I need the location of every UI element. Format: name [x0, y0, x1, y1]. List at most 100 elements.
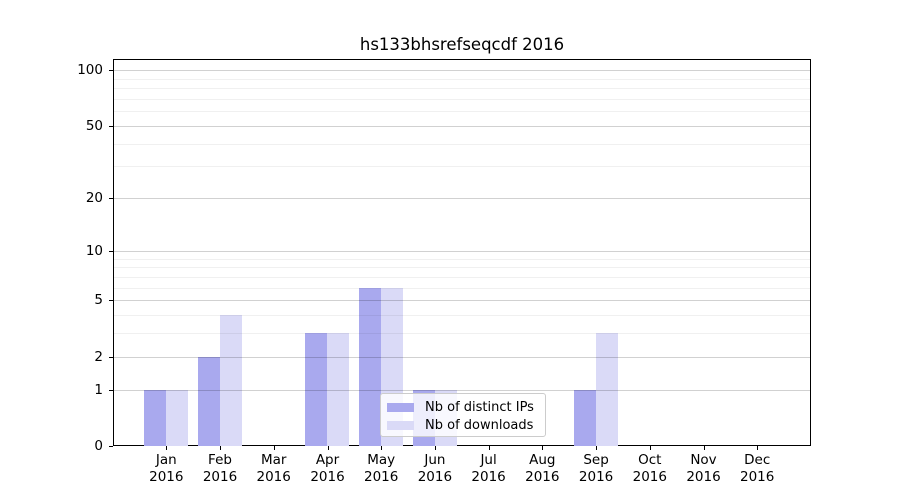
x-tick-year: 2016 [364, 469, 399, 485]
y-tick-mark-20 [109, 198, 113, 200]
x-tick-month: Jul [480, 452, 497, 468]
x-tick-label-mar: Mar 2016 [242, 452, 306, 486]
x-tick-label-may: May 2016 [349, 452, 413, 486]
x-tick-month: Feb [208, 452, 232, 468]
x-tick-month: Sep [583, 452, 609, 468]
gridline-10 [114, 250, 810, 252]
y-tick-label-50: 50 [85, 117, 103, 134]
bar-distinct-ips-may [359, 287, 382, 446]
x-tick-year: 2016 [256, 469, 291, 485]
legend-swatch-distinct-ips [387, 402, 414, 412]
y-tick-mark-0 [109, 446, 113, 448]
x-tick-label-dec: Dec 2016 [725, 452, 789, 486]
x-tick-month: Aug [529, 452, 556, 468]
x-tick-mark-apr [327, 446, 329, 450]
x-tick-mark-nov [703, 446, 705, 450]
x-tick-mark-jul [488, 446, 490, 450]
x-tick-label-feb: Feb 2016 [188, 452, 252, 486]
gridline-5 [114, 300, 810, 302]
x-tick-year: 2016 [417, 469, 453, 485]
gridline-minor-6 [114, 287, 810, 289]
x-tick-month: Dec [744, 452, 771, 468]
legend: Nb of distinct IPs Nb of downloads [380, 393, 546, 437]
x-tick-month: Mar [260, 452, 287, 468]
gridline-minor-8 [114, 267, 810, 269]
x-tick-label-jun: Jun 2016 [403, 452, 467, 486]
gridline-50 [114, 125, 810, 127]
gridline-minor-7 [114, 276, 810, 278]
y-tick-mark-50 [109, 125, 113, 128]
x-tick-label-sep: Sep 2016 [564, 452, 628, 486]
y-tick-label-1: 1 [94, 381, 103, 398]
y-tick-mark-5 [109, 300, 113, 302]
y-tick-mark-2 [109, 356, 113, 358]
gridline-minor-4 [114, 315, 810, 316]
bar-downloads-jan [166, 389, 189, 446]
x-tick-month: May [367, 452, 396, 468]
x-tick-mark-sep [596, 446, 598, 450]
x-tick-year: 2016 [740, 469, 775, 485]
bar-distinct-ips-feb [198, 356, 221, 446]
bar-distinct-ips-apr [305, 333, 328, 446]
legend-label-distinct-ips: Nb of distinct IPs [425, 399, 534, 415]
x-tick-label-oct: Oct 2016 [618, 452, 682, 486]
x-tick-month: Nov [690, 452, 717, 468]
x-tick-mark-dec [757, 446, 759, 450]
y-tick-label-2: 2 [94, 348, 103, 365]
gridline-minor-30 [114, 166, 810, 168]
x-tick-label-jan: Jan 2016 [134, 452, 198, 486]
y-tick-mark-100 [109, 70, 113, 72]
chart-title: hs133bhsrefseqcdf 2016 [359, 35, 565, 54]
x-tick-mark-mar [273, 446, 275, 450]
x-tick-year: 2016 [149, 469, 184, 485]
gridline-minor-9 [114, 258, 810, 260]
gridline-minor-90 [114, 78, 810, 80]
x-tick-mark-jun [434, 446, 437, 450]
bar-downloads-apr [327, 333, 350, 446]
gridline-100 [114, 70, 810, 72]
y-tick-mark-10 [109, 250, 113, 252]
y-tick-mark-1 [109, 389, 113, 391]
legend-swatch-downloads [387, 420, 414, 430]
y-tick-label-5: 5 [94, 292, 103, 309]
y-tick-label-20: 20 [85, 190, 103, 207]
x-tick-mark-oct [649, 446, 651, 450]
x-tick-month: Oct [638, 452, 662, 468]
gridline-minor-3 [114, 333, 810, 335]
legend-item-distinct-ips: Nb of distinct IPs [387, 398, 539, 416]
x-tick-label-apr: Apr 2016 [296, 452, 360, 486]
gridline-1 [114, 389, 810, 391]
bar-distinct-ips-jan [144, 389, 167, 446]
y-tick-label-0: 0 [94, 438, 103, 454]
bar-downloads-feb [220, 314, 243, 446]
legend-label-downloads: Nb of downloads [425, 417, 534, 433]
x-tick-year: 2016 [471, 469, 506, 485]
gridline-minor-60 [114, 111, 810, 113]
x-tick-month: Jun [424, 452, 446, 468]
x-tick-mark-aug [542, 446, 544, 450]
y-tick-label-100: 100 [77, 62, 103, 79]
gridline-minor-80 [114, 88, 810, 90]
x-tick-year: 2016 [632, 469, 667, 485]
x-tick-year: 2016 [578, 469, 614, 485]
legend-item-downloads: Nb of downloads [387, 416, 539, 434]
x-tick-label-aug: Aug 2016 [510, 452, 574, 486]
bar-downloads-sep [596, 333, 619, 446]
x-tick-month: Apr [315, 452, 340, 468]
plot-area [113, 59, 811, 446]
gridline-20 [114, 198, 810, 200]
bar-distinct-ips-sep [574, 389, 597, 446]
gridline-2 [114, 356, 810, 358]
x-tick-mark-jan [166, 446, 168, 450]
y-tick-label-10: 10 [85, 242, 103, 259]
x-tick-month: Jan [155, 452, 177, 468]
x-tick-label-jul: Jul 2016 [457, 452, 521, 486]
x-tick-mark-may [381, 446, 383, 450]
x-tick-mark-feb [220, 446, 222, 450]
gridline-minor-70 [114, 99, 810, 100]
x-tick-year: 2016 [686, 469, 721, 485]
x-tick-year: 2016 [202, 469, 238, 485]
x-tick-label-nov: Nov 2016 [672, 452, 736, 486]
x-tick-year: 2016 [525, 469, 560, 485]
